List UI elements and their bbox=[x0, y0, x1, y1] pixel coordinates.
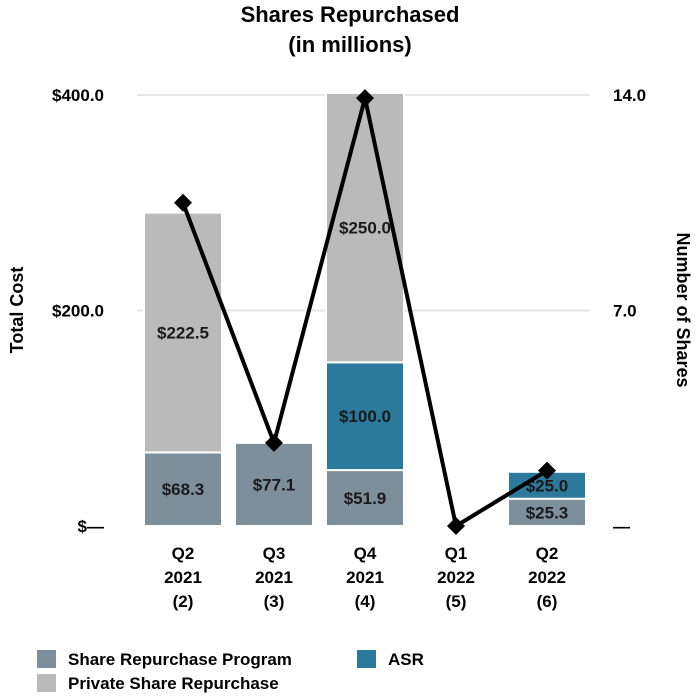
data-label: $222.5 bbox=[157, 324, 209, 343]
x-tick-label: 2021 bbox=[255, 568, 293, 587]
legend-label: Share Repurchase Program bbox=[68, 650, 292, 669]
data-label: $25.3 bbox=[526, 503, 569, 522]
bar-segment bbox=[325, 469, 405, 528]
chart-title: Shares Repurchased bbox=[241, 2, 460, 27]
line-marker bbox=[174, 193, 192, 212]
data-label: $68.3 bbox=[162, 480, 205, 499]
x-tick-label: Q2 bbox=[536, 544, 559, 563]
x-tick-label: (6) bbox=[537, 592, 558, 611]
legend-label: Private Share Repurchase bbox=[68, 674, 279, 693]
legend-swatch bbox=[37, 674, 56, 692]
legend-swatch bbox=[357, 650, 376, 668]
data-label: $25.0 bbox=[526, 476, 569, 495]
line-marker bbox=[356, 89, 374, 108]
x-tick-label: 2021 bbox=[346, 568, 384, 587]
y2-tick-label: 7.0 bbox=[613, 302, 637, 321]
chart-subtitle: (in millions) bbox=[288, 32, 411, 57]
x-tick-label: Q2 bbox=[172, 544, 195, 563]
y2-tick-label: — bbox=[613, 517, 630, 536]
x-tick-label: Q4 bbox=[354, 544, 377, 563]
line-marker bbox=[538, 461, 556, 480]
x-tick-label: Q1 bbox=[445, 544, 468, 563]
y-tick-label: $400.0 bbox=[52, 86, 104, 105]
y2-tick-label: 14.0 bbox=[613, 86, 646, 105]
line-marker bbox=[447, 517, 465, 535]
bar-segment bbox=[234, 441, 314, 527]
line-marker bbox=[265, 433, 283, 452]
bar-segment bbox=[143, 211, 223, 454]
y-tick-label: $200.0 bbox=[52, 302, 104, 321]
data-label: $100.0 bbox=[339, 407, 391, 426]
x-tick-label: 2021 bbox=[164, 568, 202, 587]
y-axis-title: Total Cost bbox=[7, 267, 27, 354]
data-label: $77.1 bbox=[253, 475, 296, 494]
bar-segment bbox=[507, 497, 587, 528]
bar-segment bbox=[325, 361, 405, 472]
x-tick-label: 2022 bbox=[437, 568, 475, 587]
legend-swatch bbox=[37, 650, 56, 668]
bar-segment bbox=[143, 451, 223, 527]
data-label: $51.9 bbox=[344, 489, 387, 508]
x-tick-label: Q3 bbox=[263, 544, 286, 563]
x-tick-label: (2) bbox=[173, 592, 194, 611]
x-tick-label: (5) bbox=[446, 592, 467, 611]
x-tick-label: 2022 bbox=[528, 568, 566, 587]
data-label: $250.0 bbox=[339, 219, 391, 238]
x-tick-label: (3) bbox=[264, 592, 285, 611]
x-tick-label: (4) bbox=[355, 592, 376, 611]
y-tick-label: $— bbox=[78, 517, 104, 536]
y2-axis-title: Number of Shares bbox=[673, 232, 693, 387]
legend-label: ASR bbox=[388, 650, 424, 669]
